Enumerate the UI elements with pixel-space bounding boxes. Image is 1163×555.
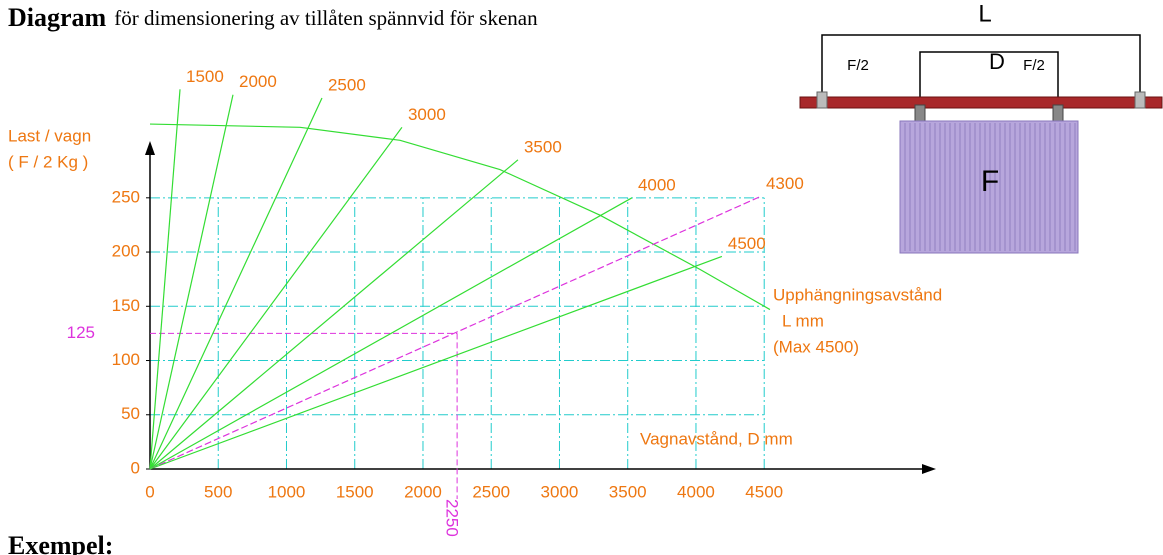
y-tick-label: 0 bbox=[131, 458, 140, 477]
bracket-l bbox=[822, 35, 1140, 95]
rail bbox=[800, 97, 1162, 108]
series-label: 3000 bbox=[408, 105, 446, 124]
footer: Exempel: bbox=[8, 531, 113, 555]
y-arrow bbox=[145, 141, 155, 155]
x-tick-label: 3500 bbox=[609, 482, 647, 501]
schematic bbox=[822, 35, 1140, 98]
x-tick-label: 500 bbox=[204, 482, 232, 501]
title: Diagram för dimensionering av tillåten sp… bbox=[8, 3, 538, 32]
curve-label: Upphängningsavstånd bbox=[773, 285, 942, 304]
y-axis-label: ( F / 2 Kg ) bbox=[8, 152, 88, 171]
x-tick-label: 4000 bbox=[677, 482, 715, 501]
page: Diagram för dimensionering av tillåten sp… bbox=[0, 0, 1163, 555]
x-axis-label: Vagnavstånd, D mm bbox=[640, 429, 793, 448]
series-label: 4500 bbox=[728, 234, 766, 253]
x-tick-label: 1500 bbox=[336, 482, 374, 501]
y-axis-label: Last / vagn bbox=[8, 126, 91, 145]
title-bold: Diagram bbox=[8, 3, 107, 32]
series-label: 2000 bbox=[239, 72, 277, 91]
curve-label: L mm bbox=[782, 311, 824, 330]
series-label: 3500 bbox=[524, 137, 562, 156]
series-line bbox=[150, 197, 760, 469]
series-line bbox=[150, 256, 722, 469]
label-l: L bbox=[978, 0, 991, 27]
series-line bbox=[150, 98, 322, 469]
series-line bbox=[150, 160, 518, 469]
x-tick-label: 2500 bbox=[472, 482, 510, 501]
hanger bbox=[817, 92, 827, 108]
series-label: 2500 bbox=[328, 76, 366, 95]
x-tick-label: 0 bbox=[145, 482, 154, 501]
chart: Diagram för dimensionering av tillåten sp… bbox=[0, 0, 1163, 555]
trolley bbox=[915, 105, 925, 121]
hanger bbox=[1135, 92, 1145, 108]
x-tick-label: 4500 bbox=[745, 482, 783, 501]
y-tick-label: 50 bbox=[121, 404, 140, 423]
x-tick-label: 3000 bbox=[541, 482, 579, 501]
label-f-left: F/2 bbox=[847, 57, 869, 74]
x-tick-label: 1000 bbox=[268, 482, 306, 501]
y-tick-label: 200 bbox=[112, 242, 140, 261]
label-f-right: F/2 bbox=[1023, 57, 1045, 74]
example-y-label: 125 bbox=[67, 323, 95, 342]
curve-label: (Max 4500) bbox=[773, 337, 859, 356]
limit-curve bbox=[150, 124, 770, 309]
label-d: D bbox=[989, 49, 1005, 74]
x-tick-label: 2000 bbox=[404, 482, 442, 501]
series-line bbox=[150, 89, 180, 469]
y-tick-label: 150 bbox=[112, 296, 140, 315]
x-arrow bbox=[922, 464, 936, 474]
series-label: 4000 bbox=[638, 175, 676, 194]
y-tick-label: 250 bbox=[112, 187, 140, 206]
title-rest: för dimensionering av tillåten spännvid … bbox=[114, 6, 538, 30]
y-tick-label: 100 bbox=[112, 350, 140, 369]
series-label: 4300 bbox=[766, 174, 804, 193]
example-x-label: 2250 bbox=[443, 499, 462, 537]
trolley bbox=[1053, 105, 1063, 121]
series-label: 1500 bbox=[186, 67, 224, 86]
label-load: F bbox=[981, 165, 999, 198]
